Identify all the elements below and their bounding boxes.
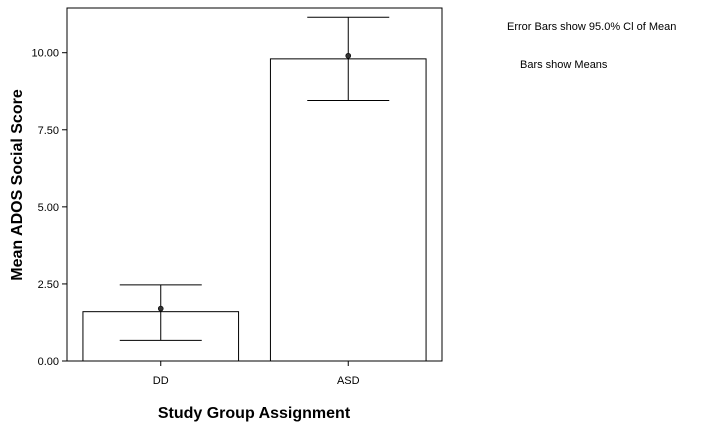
x-tick-label-asd: ASD [337, 375, 360, 387]
x-axis: DD ASD [153, 361, 360, 387]
y-tick-label-0: 0.00 [38, 356, 59, 368]
plot-frame [66, 7, 443, 362]
bars-note: Bars show Means [520, 59, 608, 71]
y-axis-title: Mean ADOS Social Score [9, 89, 26, 281]
y-tick-label-2: 5.00 [38, 202, 59, 214]
x-tick-label-dd: DD [153, 375, 169, 387]
x-axis-title: Study Group Assignment [158, 405, 351, 422]
y-tick-label-4: 10.00 [31, 48, 59, 60]
mean-marker-asd [345, 52, 352, 59]
error-bars-note: Error Bars show 95.0% Cl of Mean [507, 21, 676, 33]
bar-asd [269, 58, 427, 362]
y-tick-label-1: 2.50 [38, 279, 59, 291]
y-axis: 0.00 2.50 5.00 7.50 10.00 [31, 48, 67, 368]
y-tick-label-3: 7.50 [38, 125, 59, 137]
bars-group [82, 16, 427, 362]
mean-marker-dd [157, 305, 164, 312]
